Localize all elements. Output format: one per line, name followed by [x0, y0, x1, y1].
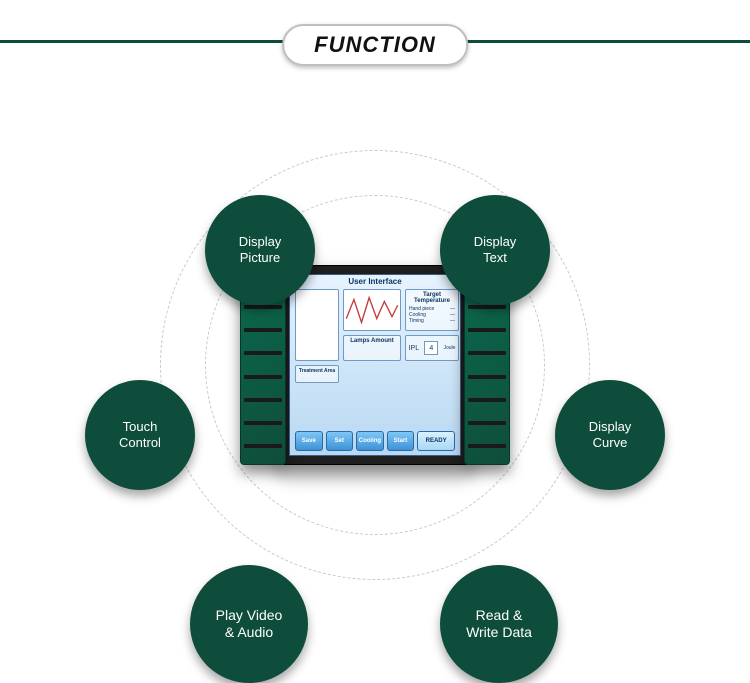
feature-node-label: Touch Control [119, 419, 161, 452]
feature-node-label: Read & Write Data [466, 607, 532, 642]
temp-title: Target Temperature [406, 290, 458, 306]
feature-node-play-video: Play Video & Audio [190, 565, 308, 683]
ui-btn-3: Start [387, 431, 415, 451]
ipl-value: 4 [424, 341, 438, 355]
ui-button-row: Save Set Cooling Start READY [295, 431, 455, 451]
lcd-bezel: User Interface Target Temperature Hand p… [280, 265, 470, 465]
ipl-unit: Joule [443, 345, 455, 351]
ipl-label: IPL [409, 345, 420, 352]
ui-btn-2: Cooling [356, 431, 384, 451]
waveform-icon [344, 290, 400, 330]
feature-node-label: Display Text [474, 234, 517, 267]
section-title: FUNCTION [314, 32, 436, 58]
ui-treatment-panel: Treatment Area [295, 365, 339, 383]
ui-btn-ready: READY [417, 431, 455, 451]
lcd-screen: User Interface Target Temperature Hand p… [289, 274, 461, 456]
feature-node-display-picture: Display Picture [205, 195, 315, 305]
ui-temperature-panel: Target Temperature Hand piece— Cooling— … [405, 289, 459, 331]
ui-btn-1: Set [326, 431, 354, 451]
section-title-banner: FUNCTION [282, 24, 468, 66]
ui-lamps-panel: Lamps Amount [343, 335, 401, 361]
feature-node-label: Display Picture [239, 234, 282, 267]
feature-node-label: Play Video & Audio [216, 607, 283, 642]
feature-node-label: Display Curve [589, 419, 632, 452]
ui-title: User Interface [290, 277, 460, 286]
feature-node-read-write: Read & Write Data [440, 565, 558, 683]
feature-node-display-curve: Display Curve [555, 380, 665, 490]
ui-device-image-panel [295, 289, 339, 361]
ui-ipl-panel: IPL 4 Joule [405, 335, 459, 361]
ui-graph-panel [343, 289, 401, 331]
feature-node-touch-control: Touch Control [85, 380, 195, 490]
diagram-stage: User Interface Target Temperature Hand p… [0, 80, 750, 652]
feature-node-display-text: Display Text [440, 195, 550, 305]
ui-btn-0: Save [295, 431, 323, 451]
